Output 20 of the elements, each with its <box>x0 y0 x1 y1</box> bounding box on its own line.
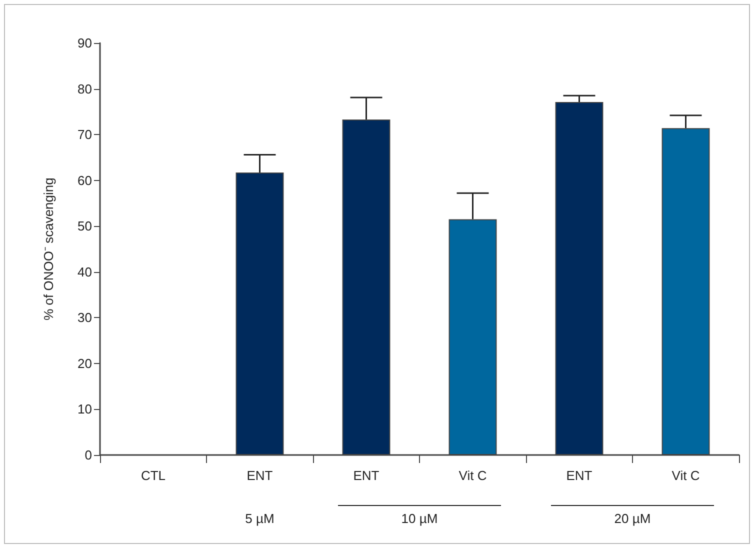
y-tick-label: 20 <box>78 356 92 371</box>
x-tick-label: ENT <box>353 468 380 483</box>
text: 10 µM <box>401 511 438 526</box>
x-tick-label: CTL <box>140 468 166 483</box>
x-tick-label: ENT <box>566 468 592 483</box>
y-tick-label: 70 <box>78 127 92 142</box>
y-tick-label: 90 <box>78 36 92 50</box>
text: 20 µM <box>614 511 651 526</box>
x-tick-label: Vit C <box>672 468 700 483</box>
x-tick-label: Vit C <box>458 468 487 483</box>
y-tick-label: 40 <box>78 264 92 280</box>
y-tick-label: 30 <box>78 310 92 326</box>
y-axis-title: % of ONOO⁻ scavenging <box>41 178 56 320</box>
y-tick-label: 0 <box>84 448 92 462</box>
text: 5 µM <box>245 511 274 526</box>
y-tick-label: 50 <box>78 218 92 234</box>
y-tick-label: 80 <box>78 81 92 96</box>
x-tick-label: ENT <box>246 468 273 483</box>
y-tick-label: 10 <box>78 402 92 417</box>
y-tick-label: 60 <box>78 172 92 188</box>
